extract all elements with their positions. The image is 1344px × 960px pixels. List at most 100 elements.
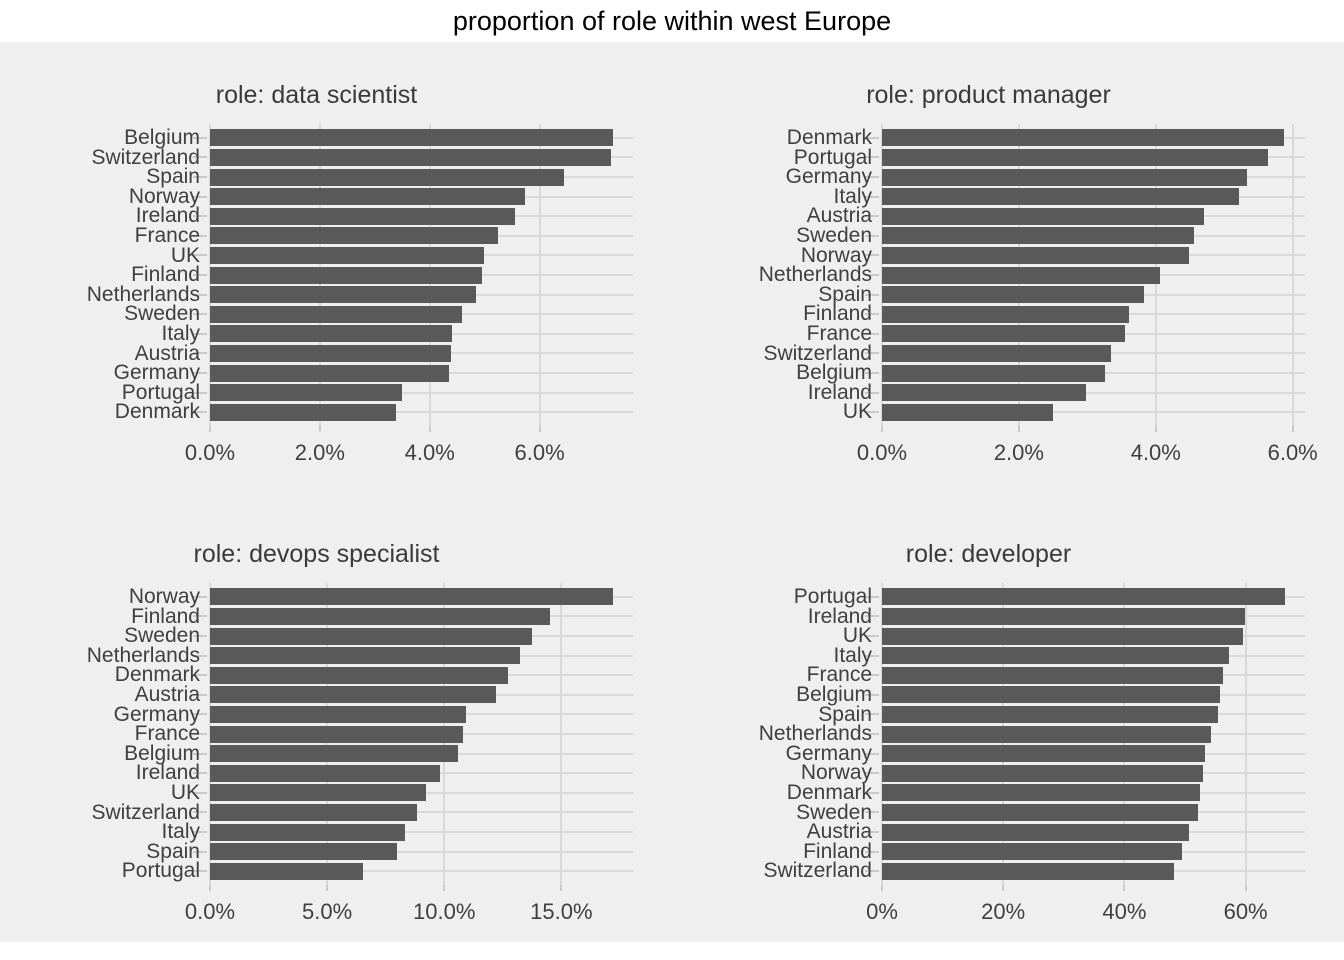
bar-germany	[210, 364, 449, 382]
y-axis-label-france: France	[806, 663, 872, 687]
y-tick-mark	[193, 713, 207, 716]
y-tick-mark	[193, 791, 207, 794]
facet-role-product-manager: role: product manager 0.0% 2.0% 4.0% 6.0% Den…	[672, 42, 1344, 501]
y-tick-mark	[193, 274, 207, 276]
bar-portugal	[882, 148, 1269, 166]
plot-panel: 0.0% 5.0% 10.0% 15.0% Norway Finland Sweden Net…	[87, 583, 633, 924]
y-gridline	[210, 391, 633, 394]
y-tick-mark	[193, 372, 207, 374]
bar-norway	[210, 588, 613, 606]
bar-portugal	[882, 588, 1285, 606]
x-tick-mark	[1291, 426, 1294, 432]
bar-belgium	[210, 745, 459, 763]
x-tick-mark	[209, 885, 211, 891]
y-tick-mark	[865, 752, 879, 755]
y-axis-label-belgium: Belgium	[796, 683, 872, 706]
bar-austria	[210, 344, 452, 362]
x-tick-mark	[1154, 426, 1157, 432]
x-tick-label: 0.0%	[184, 440, 236, 465]
y-axis-label-france: France	[806, 322, 872, 345]
y-tick-mark	[865, 713, 879, 716]
x-tick-mark	[428, 426, 431, 432]
y-tick-mark	[193, 234, 207, 237]
bar-norway	[210, 188, 525, 206]
y-axis-label-sweden: Sweden	[124, 624, 200, 648]
y-axis-label-uk: UK	[842, 400, 872, 424]
bar-germany	[210, 705, 467, 723]
y-tick-mark	[865, 332, 879, 335]
y-tick-mark	[193, 136, 207, 139]
y-axis-label-finland: Finland	[131, 604, 200, 628]
bar-switzerland	[882, 344, 1111, 362]
y-tick-mark	[865, 136, 879, 139]
y-axis-label-denmark: Denmark	[114, 400, 200, 424]
y-tick-mark	[865, 254, 879, 257]
y-axis-label-austria: Austria	[806, 820, 872, 844]
bar-sweden	[210, 305, 462, 323]
bar-uk	[210, 246, 485, 264]
y-axis-label-belgium: Belgium	[796, 361, 872, 385]
x-tick-label: 5.0%	[302, 899, 353, 924]
y-tick-mark	[865, 595, 879, 598]
y-axis-label-ireland: Ireland	[135, 204, 200, 228]
x-tick-mark	[881, 885, 883, 891]
y-tick-mark	[193, 391, 207, 394]
bar-denmark	[210, 403, 397, 421]
x-tick-mark	[209, 426, 211, 432]
y-axis-label-uk: UK	[170, 781, 200, 804]
y-tick-mark	[865, 635, 879, 637]
bar-netherlands	[882, 266, 1160, 284]
y-axis-label-switzerland: Switzerland	[91, 800, 200, 824]
y-tick-mark	[865, 352, 879, 355]
bar-switzerland	[210, 148, 612, 166]
bar-sweden	[210, 627, 532, 645]
bar-belgium	[210, 129, 613, 147]
bar-italy	[210, 325, 453, 343]
y-axis-label-denmark: Denmark	[786, 126, 872, 149]
bar-netherlands	[210, 286, 477, 304]
y-axis-label-italy: Italy	[161, 820, 200, 844]
facet-role-developer: role: developer 0% 20% 40% 60% Portugal Irelan…	[672, 501, 1344, 960]
facet-title: role: devops specialist	[193, 540, 440, 568]
x-tick-mark	[560, 885, 563, 891]
x-tick-label: 20%	[981, 899, 1026, 924]
x-tick-label: 10.0%	[413, 899, 476, 924]
y-tick-mark	[193, 313, 207, 316]
bar-portugal	[210, 384, 402, 402]
y-tick-mark	[865, 811, 879, 814]
y-tick-mark	[193, 654, 207, 657]
x-tick-mark	[881, 426, 883, 432]
y-tick-mark	[865, 870, 879, 873]
y-axis-label-portugal: Portugal	[793, 145, 872, 169]
y-axis-label-norway: Norway	[128, 184, 200, 208]
x-tick-label: 2.0%	[993, 440, 1044, 465]
y-tick-mark	[865, 215, 879, 218]
x-tick-label: 4.0%	[1130, 440, 1181, 465]
y-axis-label-norway: Norway	[800, 761, 872, 785]
y-tick-mark	[193, 176, 207, 178]
bar-spain	[210, 843, 398, 861]
title-strip: proportion of role within west Europe	[0, 0, 1344, 42]
bar-belgium	[882, 364, 1106, 382]
y-axis-label-netherlands: Netherlands	[86, 282, 200, 306]
bar-austria	[882, 823, 1189, 841]
bar-uk	[882, 627, 1243, 645]
bar-spain	[882, 286, 1145, 304]
y-axis-label-sweden: Sweden	[796, 224, 872, 247]
x-tick-label: 15.0%	[530, 899, 593, 924]
y-tick-mark	[193, 693, 207, 696]
x-tick-label: 0%	[866, 899, 898, 924]
x-tick-mark	[326, 885, 329, 891]
y-axis-label-netherlands: Netherlands	[86, 643, 200, 667]
y-axis-label-netherlands: Netherlands	[758, 263, 872, 287]
bar-sweden	[882, 227, 1195, 245]
bar-ireland	[882, 384, 1086, 402]
y-tick-mark	[865, 772, 879, 775]
y-tick-mark	[193, 850, 207, 853]
bar-germany	[882, 745, 1205, 763]
y-tick-mark	[865, 654, 879, 657]
y-axis-label-sweden: Sweden	[124, 302, 200, 326]
y-axis-label-portugal: Portugal	[121, 380, 200, 404]
y-gridline	[210, 411, 633, 414]
